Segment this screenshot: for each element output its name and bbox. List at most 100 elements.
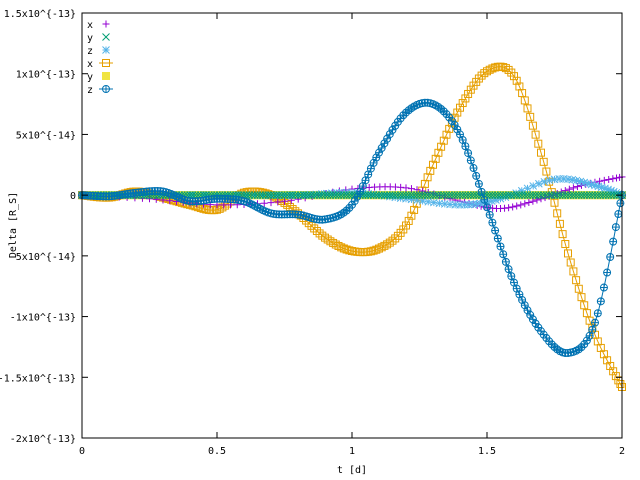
data-point (535, 179, 543, 188)
data-point (393, 231, 402, 240)
data-point (380, 191, 389, 199)
data-point (329, 191, 337, 199)
data-point (501, 257, 510, 266)
data-point (545, 192, 553, 200)
data-point (616, 199, 625, 208)
data-point (310, 191, 319, 199)
data-point (434, 148, 443, 157)
data-point (518, 191, 526, 199)
data-point (609, 237, 618, 246)
data-point (339, 244, 348, 253)
data-point (375, 191, 383, 199)
data-point (606, 252, 615, 261)
data-point (426, 166, 435, 175)
data-point (345, 246, 354, 255)
data-point (537, 191, 545, 199)
data-point (591, 191, 599, 199)
data-point (611, 372, 620, 381)
data-point (601, 191, 610, 199)
data-point (385, 191, 394, 199)
data-point (366, 247, 375, 256)
data-point (572, 276, 581, 285)
data-point (472, 171, 481, 180)
data-point (466, 85, 475, 94)
data-point (550, 191, 559, 199)
data-point (504, 65, 513, 74)
data-point (545, 191, 553, 199)
data-point (307, 191, 316, 199)
data-point (442, 130, 451, 139)
data-point (528, 121, 537, 130)
series-z-5 (78, 98, 626, 358)
legend-sample (102, 33, 110, 41)
data-point (307, 221, 316, 230)
data-point (402, 191, 410, 199)
data-point (533, 196, 541, 204)
data-point (456, 103, 464, 112)
data-point (477, 71, 486, 80)
data-point (561, 191, 570, 199)
data-point (445, 191, 454, 199)
data-point (609, 367, 618, 376)
data-point (288, 191, 297, 199)
data-point (245, 191, 254, 199)
data-point (166, 197, 174, 205)
data-point (491, 191, 499, 199)
data-point (502, 191, 510, 199)
data-point (310, 224, 319, 233)
data-point (566, 258, 575, 267)
data-point (385, 238, 394, 247)
x-tick-label: 2 (619, 446, 625, 457)
data-point (264, 191, 273, 199)
data-point (315, 229, 324, 238)
data-point (599, 191, 607, 199)
data-point (564, 249, 572, 258)
data-point (577, 293, 586, 302)
data-point (509, 203, 517, 211)
data-point (477, 187, 486, 196)
data-point (272, 191, 281, 199)
data-point (545, 176, 554, 185)
data-point (491, 63, 500, 72)
data-point (294, 191, 302, 199)
data-point (496, 242, 505, 251)
data-point (404, 191, 413, 199)
data-point (556, 191, 564, 199)
legend-label: y (87, 72, 93, 83)
data-point (607, 191, 616, 199)
data-point (342, 245, 351, 254)
data-point (394, 191, 402, 199)
data-point (415, 191, 424, 199)
data-point (542, 167, 551, 176)
data-point (501, 204, 509, 212)
data-point (577, 191, 586, 199)
data-point (391, 234, 400, 243)
data-point (603, 268, 612, 277)
data-point (340, 191, 348, 199)
data-point (493, 234, 502, 243)
data-point (558, 191, 567, 199)
x-tick-label: 0 (79, 446, 85, 457)
data-point (565, 185, 573, 193)
data-point (488, 218, 497, 227)
x-tick-label: 1.5 (478, 446, 496, 457)
data-point (566, 191, 575, 199)
y-tick-label: -1.5x10^{-13} (0, 373, 76, 384)
legend-label: y (87, 33, 93, 44)
data-point (437, 142, 446, 151)
data-point (321, 191, 329, 199)
data-point (539, 157, 548, 166)
data-point (461, 142, 470, 151)
data-point (493, 191, 502, 199)
data-point (269, 191, 278, 199)
data-point (504, 265, 513, 274)
data-point (404, 216, 413, 225)
legend-marker (102, 85, 110, 93)
data-point (431, 191, 440, 199)
data-point (464, 149, 473, 158)
data-point (611, 223, 620, 232)
data-point (410, 191, 418, 199)
data-point (541, 194, 549, 202)
data-point (520, 191, 529, 199)
data-point (345, 191, 354, 199)
